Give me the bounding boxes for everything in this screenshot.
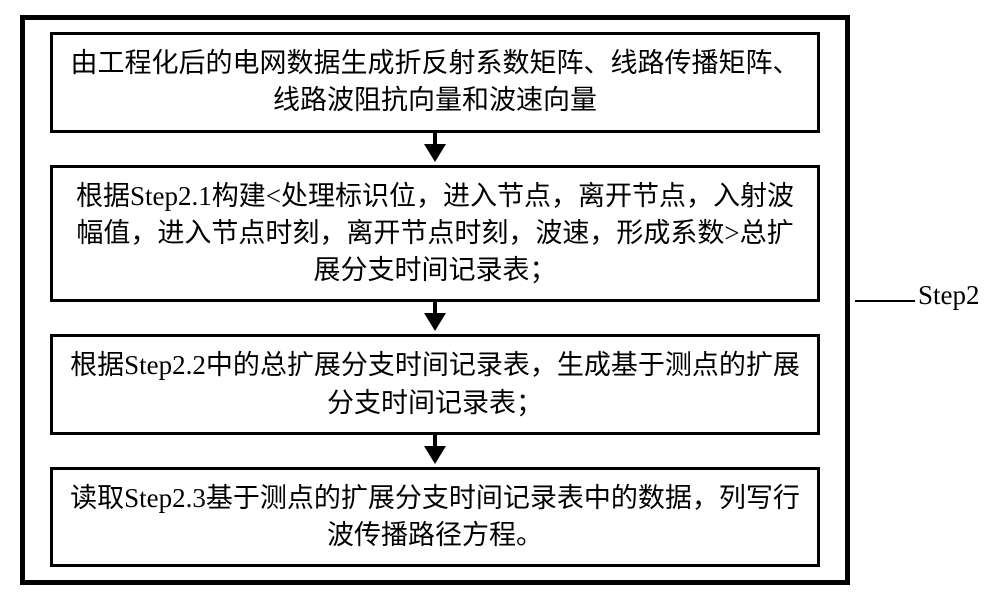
box-text: 根据Step2.1构建<处理标识位，进入节点，离开节点，入射波幅值，进入节点时刻… [76,181,794,286]
flowchart-box-1: 由工程化后的电网数据生成折反射系数矩阵、线路传播矩阵、线路波阻抗向量和波速向量 [50,32,820,133]
flowchart-box-2: 根据Step2.1构建<处理标识位，进入节点，离开节点，入射波幅值，进入节点时刻… [50,165,820,303]
step-label: Step2 [918,280,980,311]
arrow-3 [50,435,820,467]
box-text: 读取Step2.3基于测点的扩展分支时间记录表中的数据，列写行波传播路径方程。 [70,483,800,550]
arrow-1 [50,133,820,165]
arrow-2 [50,302,820,334]
label-connector-line [855,300,915,302]
flowchart-box-4: 读取Step2.3基于测点的扩展分支时间记录表中的数据，列写行波传播路径方程。 [50,467,820,568]
box-text: 根据Step2.2中的总扩展分支时间记录表，生成基于测点的扩展分支时间记录表； [70,350,800,417]
flowchart-outer-frame: 由工程化后的电网数据生成折反射系数矩阵、线路传播矩阵、线路波阻抗向量和波速向量 … [20,15,850,585]
box-text: 由工程化后的电网数据生成折反射系数矩阵、线路传播矩阵、线路波阻抗向量和波速向量 [71,48,800,115]
flowchart-box-3: 根据Step2.2中的总扩展分支时间记录表，生成基于测点的扩展分支时间记录表； [50,334,820,435]
